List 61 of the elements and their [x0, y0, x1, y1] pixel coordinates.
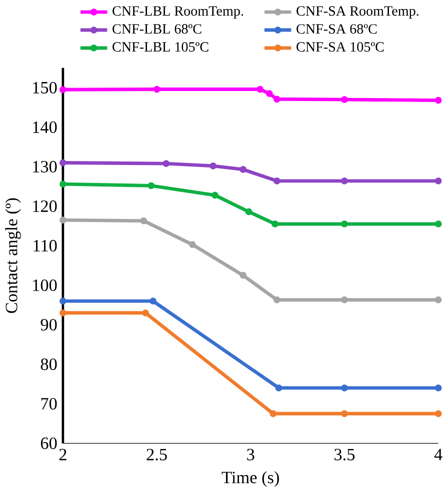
y-tick-label: 140 — [33, 121, 57, 133]
point — [148, 182, 155, 190]
legend-label: CNF-LBL RoomTemp. — [112, 6, 244, 19]
point — [434, 384, 442, 392]
point — [434, 177, 442, 184]
point — [162, 160, 170, 167]
point — [60, 86, 66, 94]
point — [150, 298, 157, 304]
point — [140, 217, 148, 224]
legend-label: CNF-SA 68ºC — [296, 24, 377, 34]
y-tick-label: 60 — [41, 437, 57, 450]
y-tick-label: 70 — [41, 398, 57, 410]
point — [60, 180, 66, 188]
point — [341, 96, 348, 103]
point — [60, 298, 66, 304]
point — [434, 296, 442, 304]
x-axis-title: Time (s) — [222, 471, 280, 487]
point — [341, 177, 348, 184]
point — [434, 410, 442, 418]
point — [274, 296, 280, 304]
point — [266, 90, 273, 98]
x-tick-label: 2.5 — [146, 448, 167, 460]
point — [434, 220, 442, 228]
point — [240, 166, 247, 173]
point — [272, 220, 279, 228]
point — [274, 96, 280, 103]
y-tick-label: 120 — [33, 200, 57, 212]
legend-label: CNF-SA 105ºC — [296, 42, 384, 52]
x-tick-label: 4 — [434, 448, 442, 460]
point — [60, 309, 66, 316]
y-tick-label: 130 — [33, 160, 57, 173]
point — [341, 220, 348, 228]
point — [142, 309, 150, 316]
y-tick-label: 110 — [34, 240, 57, 252]
point — [341, 296, 348, 304]
point — [60, 216, 66, 224]
point — [274, 177, 280, 184]
legend-label: CNF-LBL 105ºC — [112, 42, 208, 52]
point — [189, 241, 196, 248]
y-tick-label: 90 — [40, 318, 57, 331]
point — [212, 192, 218, 199]
point — [245, 208, 252, 216]
point — [153, 86, 160, 93]
point — [341, 410, 348, 418]
point — [256, 86, 264, 93]
x-tick-label: 3.5 — [334, 448, 355, 460]
point — [270, 410, 277, 418]
x-tick-label: 2 — [59, 448, 66, 460]
legend-label: CNF-LBL 68ºC — [112, 24, 202, 34]
point — [240, 272, 247, 279]
y-axis-title: Contact angle (º) — [5, 198, 21, 313]
x-tick-label: 3 — [247, 448, 254, 460]
point — [275, 384, 282, 392]
y-tick-label: 150 — [33, 82, 57, 94]
point — [210, 162, 217, 170]
y-tick-label: 100 — [33, 279, 57, 292]
point — [341, 384, 348, 392]
y-tick-label: 80 — [40, 358, 57, 370]
point — [434, 96, 442, 104]
point — [60, 159, 66, 166]
legend-label: CNF-SA RoomTemp. — [296, 6, 419, 19]
